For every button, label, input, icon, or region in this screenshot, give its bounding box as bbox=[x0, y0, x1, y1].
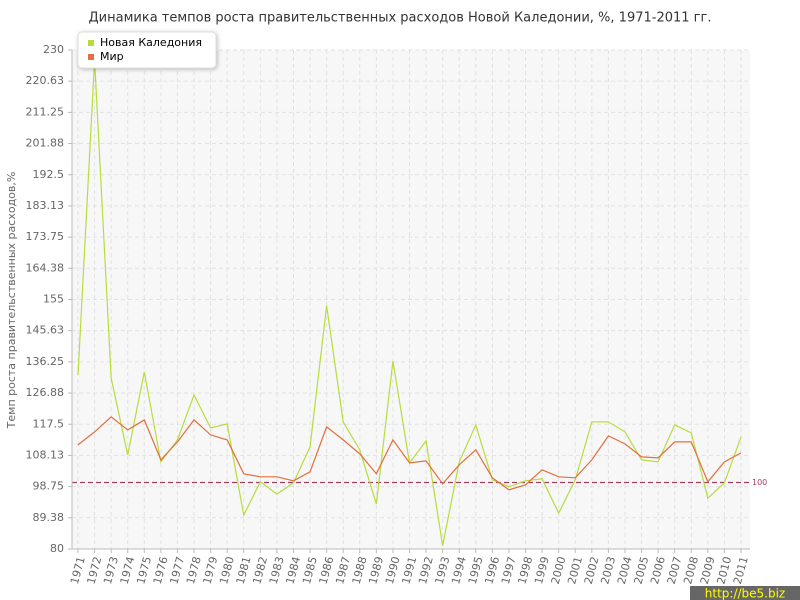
watermark-bg bbox=[690, 586, 800, 600]
reference-label: 100 bbox=[752, 478, 767, 487]
y-tick-label: 155 bbox=[43, 293, 64, 306]
legend-swatch bbox=[88, 40, 94, 46]
grid bbox=[68, 49, 750, 553]
y-tick-label: 220.63 bbox=[26, 74, 65, 87]
y-tick-label: 192.5 bbox=[33, 168, 65, 181]
series-line bbox=[77, 416, 742, 491]
y-tick-label: 80 bbox=[50, 542, 64, 555]
y-tick-label: 117.5 bbox=[33, 417, 65, 430]
y-tick-label: 126.88 bbox=[26, 386, 65, 399]
legend-box bbox=[77, 31, 217, 69]
y-tick-label: 136.25 bbox=[26, 355, 65, 368]
y-tick-label: 201.88 bbox=[26, 137, 65, 150]
x-tick-label: 2011 bbox=[731, 555, 751, 585]
marks bbox=[72, 59, 750, 546]
legend-label: Новая Каледония bbox=[100, 36, 202, 49]
watermark: http://be5.biz bbox=[705, 587, 785, 600]
y-tick-label: 164.38 bbox=[26, 261, 65, 274]
y-tick-label: 89.38 bbox=[33, 511, 65, 524]
y-tick-label: 108.13 bbox=[26, 448, 65, 461]
y-tick-label: 145.63 bbox=[26, 324, 65, 337]
y-axis-label: Темп роста правительственных расходов,% bbox=[5, 172, 18, 430]
legend-swatch bbox=[88, 54, 94, 60]
y-tick-label: 183.13 bbox=[26, 199, 65, 212]
chart-title: Динамика темпов роста правительственных … bbox=[89, 11, 712, 26]
legend-label: Мир bbox=[100, 50, 124, 63]
y-tick-label: 211.25 bbox=[26, 105, 65, 118]
y-tick-label: 173.75 bbox=[26, 230, 65, 243]
y-tick-label: 98.75 bbox=[33, 480, 65, 493]
y-tick-label: 230 bbox=[43, 43, 64, 56]
